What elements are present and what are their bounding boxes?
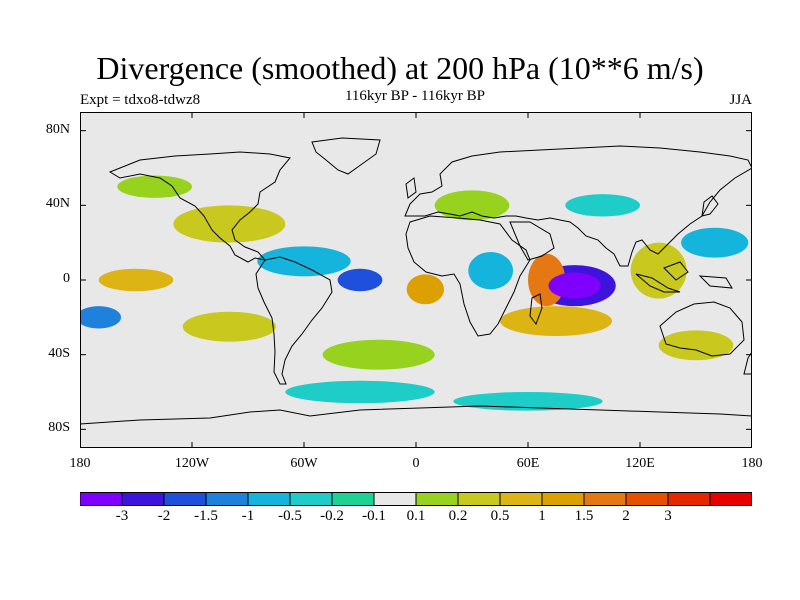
colorbar-box bbox=[499, 492, 543, 506]
colorbar-box bbox=[541, 492, 585, 506]
colorbar-label: 0.5 bbox=[490, 508, 510, 524]
colorbar-label: 0.2 bbox=[448, 508, 468, 524]
divergence-contour-19 bbox=[337, 268, 383, 292]
longitude-label: 0 bbox=[412, 456, 420, 471]
colorbar-label: 2 bbox=[622, 508, 630, 524]
colorbar-box bbox=[415, 492, 459, 506]
plot-title: Divergence (smoothed) at 200 hPa (10**6 … bbox=[96, 50, 704, 86]
coastline-australia bbox=[659, 301, 745, 357]
latitude-label: 80S bbox=[48, 420, 70, 436]
longitude-label: 180 bbox=[741, 456, 763, 471]
divergence-contour-18 bbox=[406, 274, 445, 305]
colorbar-box bbox=[583, 492, 627, 506]
divergence-contour-3 bbox=[322, 339, 435, 370]
coastline-greenland bbox=[311, 137, 381, 175]
divergence-contour-20 bbox=[80, 306, 122, 329]
plot-subtitle: 116kyr BP - 116kyr BP bbox=[344, 88, 485, 104]
coastline-new-zealand bbox=[743, 351, 752, 375]
coastline-south-america bbox=[255, 256, 333, 385]
coastline-japan bbox=[701, 195, 719, 217]
divergence-contour-17 bbox=[548, 272, 601, 299]
colorbar-box bbox=[667, 492, 711, 506]
divergence-contour-14 bbox=[468, 252, 514, 290]
colorbar-box bbox=[80, 492, 123, 506]
colorbar-label: -0.5 bbox=[278, 508, 302, 524]
longitude-label: 120E bbox=[625, 456, 655, 471]
colorbar-label: 1 bbox=[538, 508, 546, 524]
colorbar-box bbox=[625, 492, 669, 506]
coastline-africa bbox=[405, 215, 531, 337]
divergence-map bbox=[80, 112, 752, 448]
coastline-eurasia bbox=[404, 145, 752, 267]
colorbar-label: 3 bbox=[664, 508, 672, 524]
latitude-label: 40N bbox=[45, 196, 70, 212]
colorbar-box bbox=[331, 492, 375, 506]
colorbar-box bbox=[373, 492, 417, 506]
colorbar-box bbox=[709, 492, 752, 506]
coastline-madagascar bbox=[529, 293, 543, 326]
divergence-contour-2 bbox=[500, 306, 612, 336]
colorbar-label: -0.2 bbox=[320, 508, 344, 524]
colorbar-box bbox=[205, 492, 249, 506]
colorbar-box bbox=[457, 492, 501, 506]
divergence-contour-8 bbox=[182, 311, 276, 342]
coastline-indonesia bbox=[635, 261, 733, 293]
colorbar-box bbox=[163, 492, 207, 506]
colorbar-box bbox=[247, 492, 291, 506]
divergence-contour-10 bbox=[434, 190, 510, 221]
divergence-contour-16 bbox=[117, 175, 192, 198]
longitude-label: 120W bbox=[174, 456, 210, 471]
contour-fill-layer bbox=[80, 175, 749, 411]
map-tick-marks bbox=[80, 112, 752, 448]
latitude-label: 0 bbox=[63, 271, 70, 286]
divergence-contour-11 bbox=[681, 227, 749, 258]
divergence-contour-4 bbox=[285, 380, 435, 404]
divergence-contour-6 bbox=[257, 246, 351, 277]
divergence-contour-5 bbox=[630, 242, 687, 299]
coastline-antarctica bbox=[80, 405, 752, 425]
longitude-label: 180 bbox=[69, 456, 91, 471]
coastline-north-america bbox=[108, 151, 291, 263]
latitude-label: 40S bbox=[48, 345, 70, 361]
colorbar-label: -0.1 bbox=[362, 508, 386, 524]
season-label: JJA bbox=[729, 92, 752, 108]
colorbar-box bbox=[121, 492, 165, 506]
latitude-label: 80N bbox=[45, 121, 70, 137]
longitude-label: 60W bbox=[290, 456, 318, 471]
experiment-label: Expt = tdxo8-tdwz8 bbox=[80, 92, 201, 108]
coastline-british-isles bbox=[405, 177, 417, 199]
divergence-contour-9 bbox=[658, 330, 734, 361]
colorbar-label: -1 bbox=[241, 508, 255, 524]
divergence-contour-13 bbox=[98, 268, 174, 292]
colorbar-box bbox=[289, 492, 333, 506]
colorbar-label: -1.5 bbox=[194, 508, 218, 524]
longitude-label: 60E bbox=[516, 456, 540, 471]
colorbar bbox=[80, 492, 752, 506]
coastline-layer bbox=[80, 137, 752, 425]
colorbar-label: -2 bbox=[157, 508, 171, 524]
colorbar-label: 1.5 bbox=[574, 508, 594, 524]
divergence-contour-0 bbox=[173, 205, 286, 243]
coastline-arabia bbox=[509, 221, 555, 261]
divergence-contour-15 bbox=[565, 194, 640, 217]
colorbar-label: -3 bbox=[115, 508, 129, 524]
colorbar-label: 0.1 bbox=[406, 508, 426, 524]
